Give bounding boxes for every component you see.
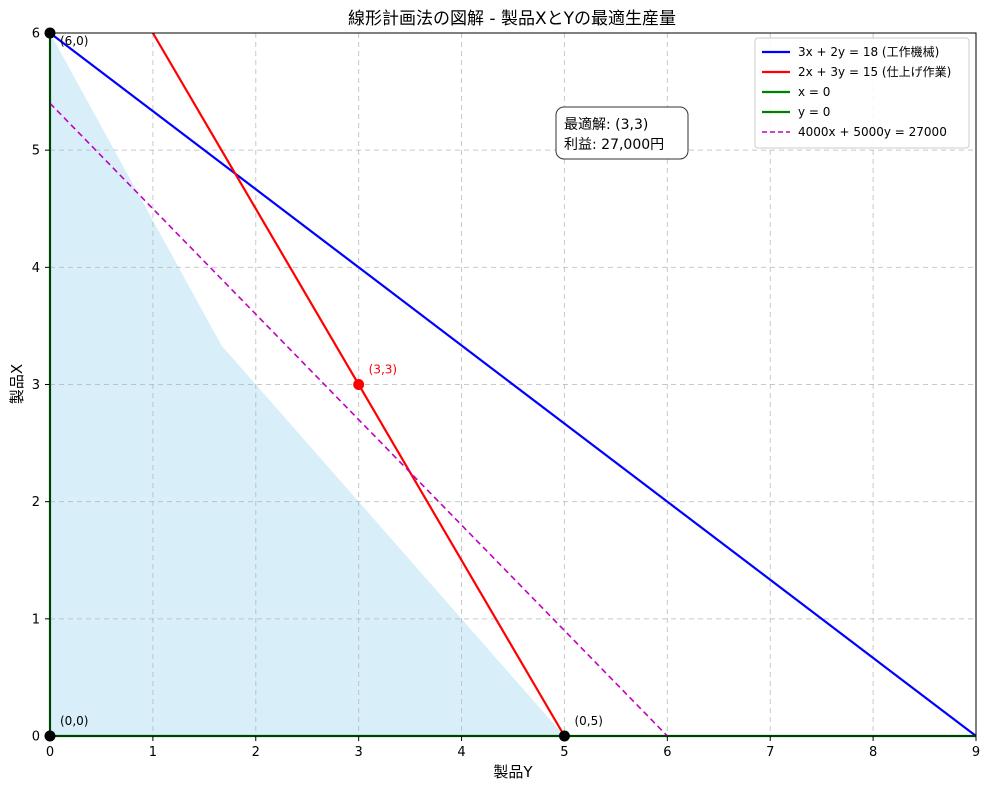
y-axis-ticks: 0 1 2 3 4 5 6 bbox=[32, 27, 50, 745]
x-tick-label-1: 1 bbox=[149, 745, 157, 760]
y-tick-label-2: 2 bbox=[32, 495, 40, 510]
x-tick-label-4: 4 bbox=[457, 745, 465, 760]
x-tick-label-9: 9 bbox=[972, 745, 980, 760]
x-tick-label-3: 3 bbox=[355, 745, 363, 760]
legend-label-4: 4000x + 5000y = 27000 bbox=[798, 125, 947, 139]
vertex-label-2: (0,5) bbox=[574, 714, 602, 728]
x-tick-label-0: 0 bbox=[46, 745, 54, 760]
chart-title: 線形計画法の図解 - 製品XとYの最適生産量 bbox=[348, 9, 676, 29]
x-tick-label-6: 6 bbox=[663, 745, 671, 760]
legend-label-2: x = 0 bbox=[798, 85, 830, 99]
vertex-point-3 bbox=[353, 379, 365, 390]
y-tick-label-0: 0 bbox=[32, 730, 40, 745]
x-tick-label-5: 5 bbox=[560, 745, 568, 760]
series-line-0 bbox=[49, 32, 977, 737]
y-tick-label-5: 5 bbox=[32, 144, 40, 159]
y-axis-label: 製品X bbox=[8, 364, 26, 404]
vertex-label-3: (3,3) bbox=[369, 363, 397, 377]
x-tick-label-7: 7 bbox=[766, 745, 774, 760]
legend-label-1: 2x + 3y = 15 (仕上げ作業) bbox=[798, 65, 951, 79]
vertex-label-1: (6,0) bbox=[60, 34, 88, 48]
feasible-region bbox=[50, 33, 565, 736]
x-axis-label: 製品Y bbox=[493, 763, 533, 781]
legend-label-0: 3x + 2y = 18 (工作機械) bbox=[798, 44, 939, 59]
optimal-solution-annotation: 最適解: (3,3) 利益: 27,000円 bbox=[555, 106, 689, 160]
annotation-profit-text: 利益: 27,000円 bbox=[564, 137, 664, 153]
series-line-4 bbox=[49, 102, 668, 737]
legend-label-3: y = 0 bbox=[798, 105, 830, 119]
legend: 3x + 2y = 18 (工作機械) 2x + 3y = 15 (仕上げ作業) x… bbox=[754, 37, 970, 149]
legend-frame bbox=[754, 37, 970, 149]
x-tick-label-2: 2 bbox=[252, 745, 260, 760]
y-tick-label-3: 3 bbox=[32, 378, 40, 393]
annotation-optimal-text: 最適解: (3,3) bbox=[564, 116, 648, 133]
vertex-label-0: (0,0) bbox=[60, 714, 88, 728]
x-axis-ticks: 0 1 2 3 4 5 6 7 8 9 bbox=[46, 736, 980, 760]
x-tick-label-8: 8 bbox=[869, 745, 877, 760]
y-tick-label-4: 4 bbox=[32, 261, 40, 276]
y-tick-label-1: 1 bbox=[32, 612, 40, 627]
y-tick-label-6: 6 bbox=[32, 27, 40, 42]
